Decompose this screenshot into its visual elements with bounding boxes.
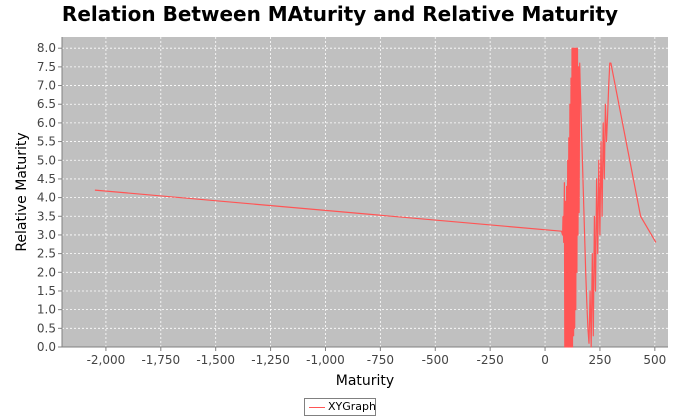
series-line (94, 47, 657, 348)
y-tick-label: 0.5 (37, 321, 56, 335)
legend-label: XYGraph (328, 400, 376, 413)
y-tick-label: 4.5 (37, 172, 56, 186)
x-tick-label: -1,250 (251, 353, 290, 367)
y-tick-label: 5.5 (37, 135, 56, 149)
x-tick-label: -750 (367, 353, 394, 367)
y-tick-label: 7.0 (37, 79, 56, 93)
y-tick-label: 5.0 (37, 153, 56, 167)
x-tick-label: -2,000 (87, 353, 126, 367)
y-tick-label: 6.0 (37, 116, 56, 130)
y-tick-label: 6.5 (37, 97, 56, 111)
x-axis-label: Maturity (336, 373, 394, 389)
x-tick-label: -250 (477, 353, 504, 367)
x-tick-label: 500 (643, 353, 666, 367)
x-tick-label: -1,000 (306, 353, 345, 367)
x-tick-label: 250 (588, 353, 611, 367)
y-tick-label: 3.0 (37, 228, 56, 242)
x-tick-label: -1,500 (196, 353, 235, 367)
legend-swatch (309, 407, 325, 408)
y-tick-label: 0.0 (37, 340, 56, 354)
y-axis-label: Relative Maturity (14, 132, 30, 251)
x-tick-label: -1,750 (141, 353, 180, 367)
x-tick-label: 0 (541, 353, 549, 367)
y-tick-label: 1.5 (37, 284, 56, 298)
axes: -2,000 -1,750 -1,500 -1,250 -1,000 -750 -500 -2… (37, 37, 668, 367)
y-tick-label: 7.5 (37, 60, 56, 74)
y-tick-label: 8.0 (37, 41, 56, 55)
y-tick-label: 3.5 (37, 209, 56, 223)
series-layer (94, 47, 657, 348)
y-tick-label: 2.0 (37, 265, 56, 279)
x-tick-label: -500 (422, 353, 449, 367)
legend: XYGraph (304, 398, 376, 416)
y-tick-label: 4.0 (37, 191, 56, 205)
y-tick-label: 2.5 (37, 247, 56, 261)
y-tick-label: 1.0 (37, 303, 56, 317)
chart-title: Relation Between MAturity and Relative M… (61, 2, 619, 26)
